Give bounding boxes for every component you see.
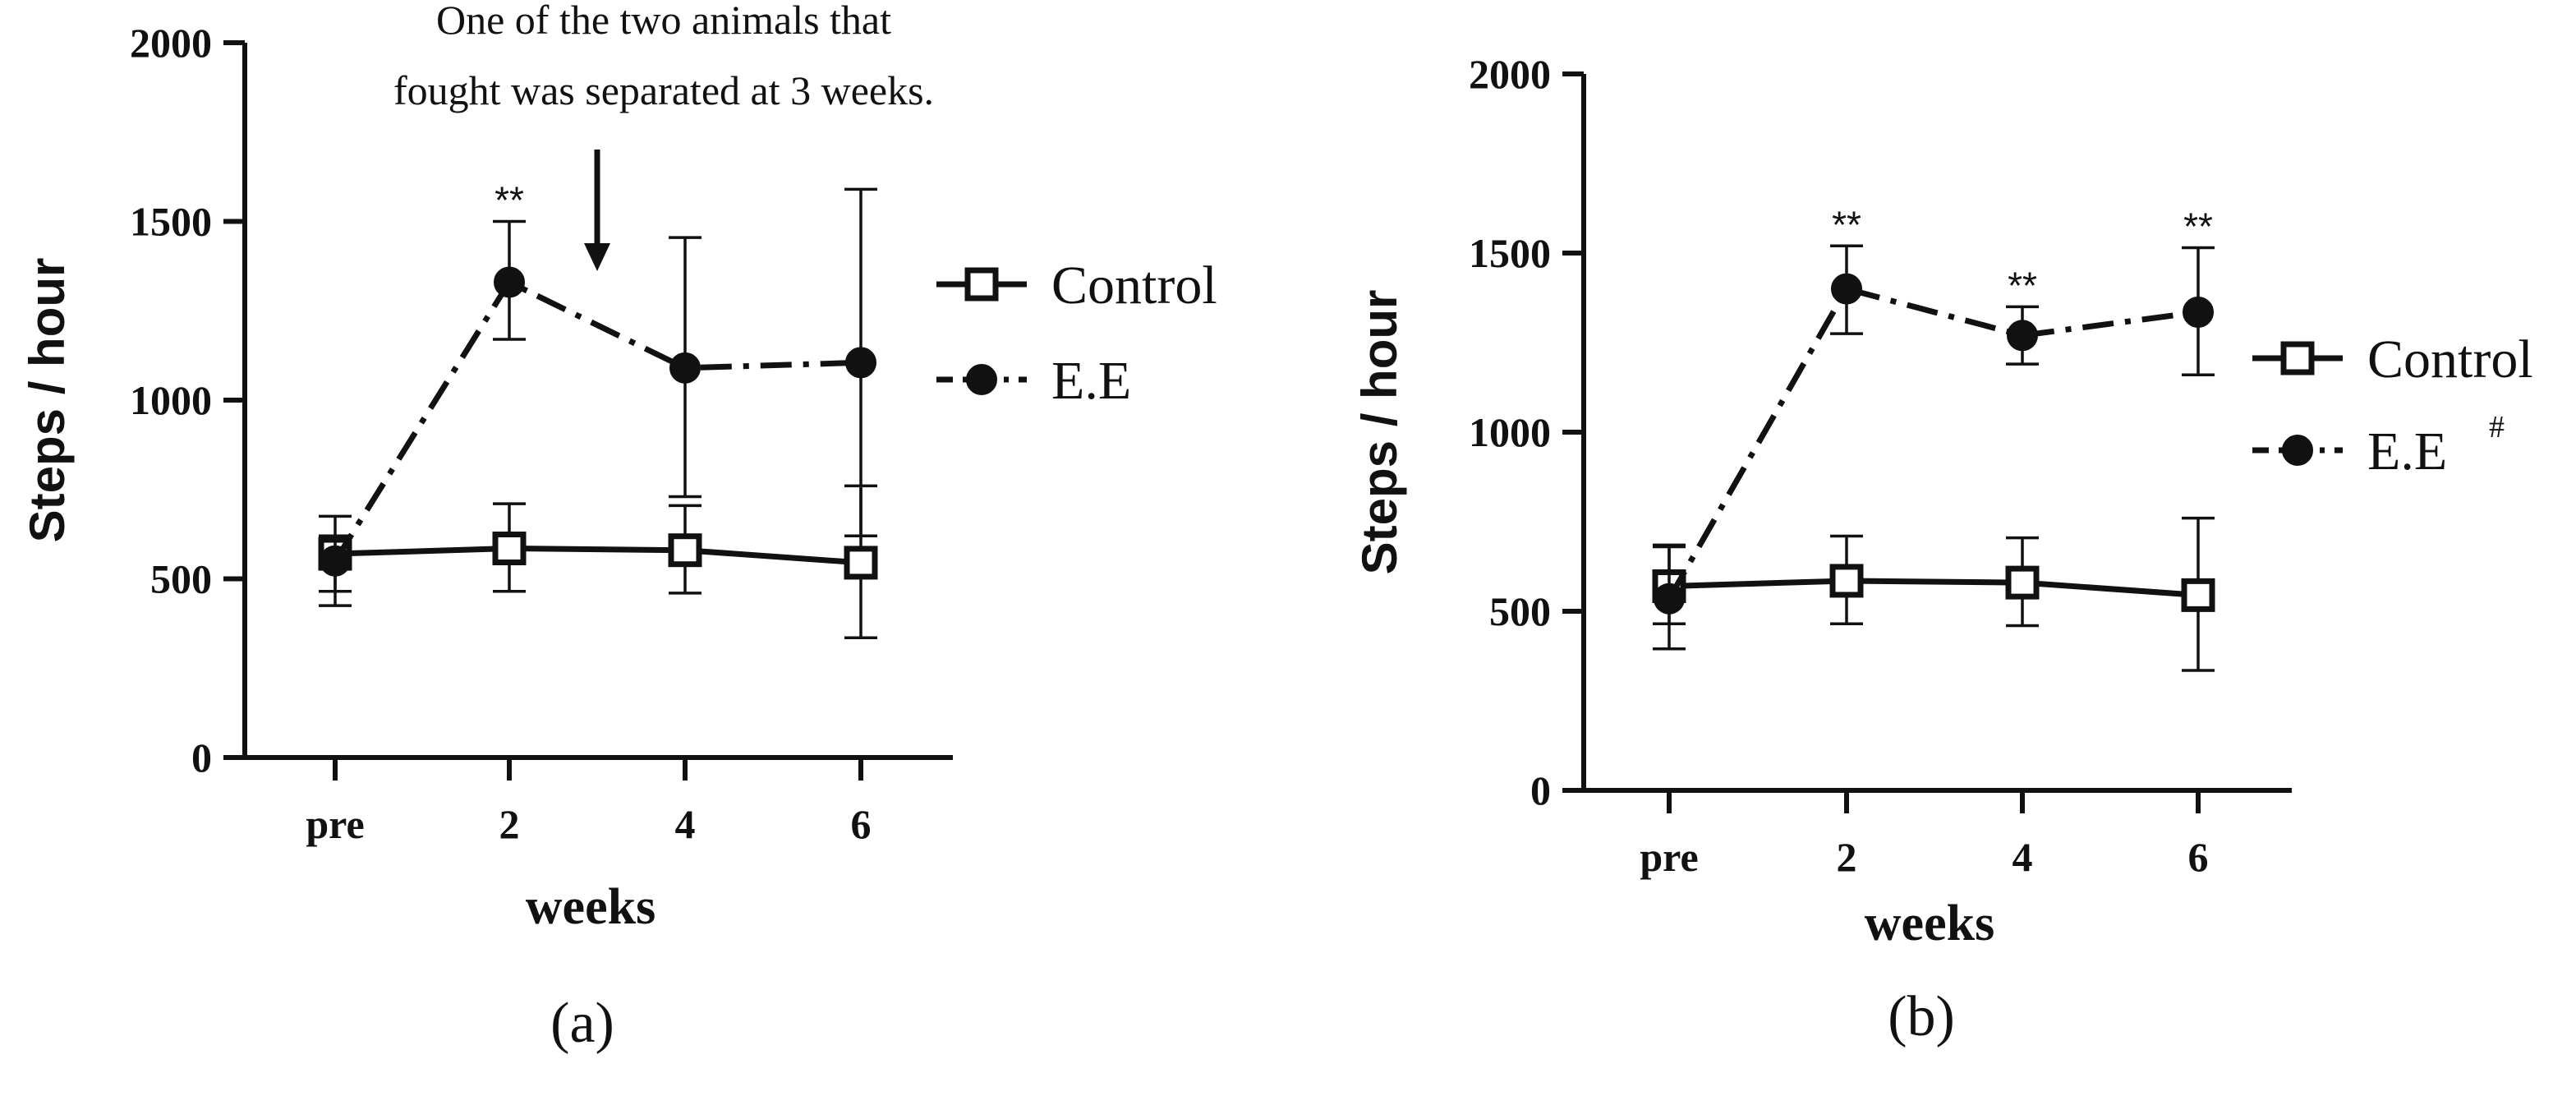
legend-marker-swatch: [966, 364, 997, 395]
data-point: [844, 546, 878, 580]
legend-entry: E.E #: [2252, 410, 2505, 481]
series-line: [1666, 285, 2199, 601]
legend-superscript: #: [2489, 410, 2505, 444]
series-e-e: [1653, 244, 2215, 651]
panel-label: (a): [550, 992, 614, 1055]
legend-marker-swatch: [964, 267, 999, 302]
legend-label: E.E: [1051, 351, 1131, 411]
legend-marker-swatch: [2282, 435, 2313, 466]
legend-label: E.E: [2367, 421, 2447, 481]
x-tick-label: pre: [1640, 834, 1698, 880]
data-point: [2007, 320, 2038, 352]
data-point: [1654, 583, 1685, 615]
y-tick-label: 500: [150, 556, 212, 602]
y-tick-label: 1500: [1469, 230, 1551, 276]
legend-label: Control: [2367, 329, 2533, 389]
data-point: [668, 533, 702, 568]
data-point: [2183, 296, 2214, 328]
data-point: [669, 352, 701, 384]
chart-panel-b: 0 500 1000 1500 2000 pre 2 4 6 weeks Steps / hour C…: [1352, 51, 2533, 1048]
y-axis-label: Steps / hour: [20, 258, 75, 543]
data-point: [2005, 565, 2040, 600]
x-tick-label: 2: [1837, 834, 1857, 880]
significance-marker: **: [2183, 205, 2213, 247]
x-tick-label: 4: [675, 801, 696, 847]
series-e-e: [319, 187, 877, 607]
significance-marker: **: [2008, 264, 2037, 306]
legend-label: Control: [1051, 256, 1217, 315]
data-point: [320, 545, 351, 577]
significance-marker: **: [494, 179, 524, 222]
panel-label: (b): [1888, 985, 1955, 1048]
series-line: [333, 278, 862, 563]
x-axis-label: weeks: [1865, 896, 1994, 951]
x-tick-label: 6: [2188, 834, 2209, 880]
significance-marker: **: [1832, 203, 1861, 246]
series-line: [1668, 578, 2199, 598]
x-tick-label: 4: [2012, 834, 2033, 880]
legend-marker-swatch: [2280, 341, 2315, 375]
annotation-arrow-head: [584, 243, 610, 271]
y-tick-label: 1000: [1469, 409, 1551, 455]
y-tick-label: 1000: [130, 377, 212, 423]
y-axis-label: Steps / hour: [1352, 290, 1407, 575]
x-tick-label: 6: [851, 801, 872, 847]
y-tick-label: 500: [1489, 588, 1551, 634]
annotation-text: One of the two animals that: [436, 0, 891, 43]
y-tick-label: 2000: [130, 20, 212, 66]
chart-panel-a: 0 500 1000 1500 2000 pre 2 4 6 weeks Steps / hour C…: [20, 0, 1217, 1055]
data-point: [494, 266, 525, 298]
data-point: [1829, 564, 1864, 598]
data-point: [845, 347, 876, 379]
series-control: [318, 484, 878, 640]
y-tick-label: 0: [191, 735, 212, 781]
data-point: [1831, 273, 1862, 305]
x-axis-label: weeks: [526, 879, 656, 935]
x-tick-label: pre: [306, 801, 364, 847]
y-tick-label: 1500: [130, 199, 212, 245]
series-control: [1652, 516, 2215, 672]
data-point: [2181, 578, 2215, 612]
legend-entry: Control: [2252, 329, 2533, 389]
legend-entry: E.E: [936, 351, 1131, 411]
legend-entry: Control: [936, 256, 1217, 315]
y-tick-label: 0: [1530, 767, 1551, 813]
annotation-text: fought was separated at 3 weeks.: [393, 67, 934, 113]
x-tick-label: 2: [499, 801, 520, 847]
y-tick-label: 2000: [1469, 51, 1551, 97]
data-point: [492, 532, 527, 566]
series-line: [334, 546, 862, 566]
